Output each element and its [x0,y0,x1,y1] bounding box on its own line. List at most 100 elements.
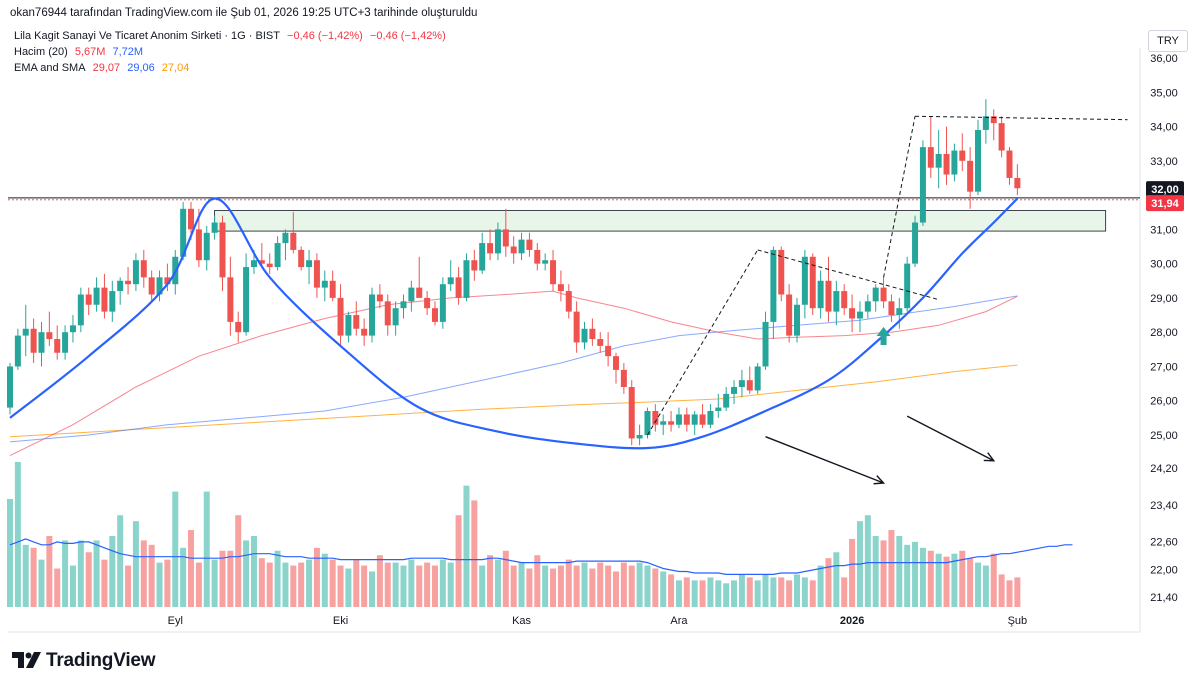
candle [290,212,297,254]
candle-body [668,421,675,425]
price-tick-label: 33,00 [1150,156,1178,168]
volume-bar [85,552,92,607]
candle-body [746,380,753,391]
volume-bar [612,571,619,607]
volume-bar [54,568,61,607]
candle-body [282,232,289,244]
candle-body [62,332,69,353]
volume-bar [345,568,352,607]
candle [392,301,399,336]
volume-bar [408,559,415,607]
sma-value-1: 29,06 [127,62,155,74]
candle [7,363,13,415]
volume-bar [117,515,124,607]
volume-legend[interactable]: Hacim (20) 5,67M 7,72M [14,46,147,58]
candle [542,253,549,271]
volume-bar [707,577,714,607]
candle-body [904,263,911,309]
candle [731,380,738,405]
volume-bar [188,530,195,607]
ema-sma-legend[interactable]: EMA and SMA 29,07 29,06 27,04 [14,62,193,74]
candle [526,232,533,257]
price-tick-label: 35,00 [1150,87,1178,99]
volume-bar [243,540,250,607]
volume-bar [132,521,139,607]
candle-body [959,150,966,161]
volume-bar [93,540,100,607]
candle-body [117,280,124,292]
candle-body [195,229,202,261]
volume-bar [943,556,950,607]
candle [180,201,187,261]
candle-body [825,280,832,312]
candle [69,315,76,343]
volume-bar [660,571,667,607]
volume-bar [746,577,753,607]
time-tick-label: Eki [333,615,348,627]
candle-body [463,260,470,298]
candle [723,387,730,412]
down-arrow-head [983,452,996,462]
candle-body [1006,150,1013,178]
candle-body [589,328,596,340]
volume-bar [353,559,360,607]
volume-bar [912,541,919,607]
candle-body [77,294,84,326]
time-tick-label: Eyl [168,615,183,627]
candle-body [235,321,242,333]
candle [904,256,911,312]
candle-body [416,287,423,298]
candle-body [306,260,313,268]
volume-bar [30,547,37,607]
candle [699,404,706,429]
volume-bar [431,565,438,607]
volume-ma-value: 7,72M [112,46,144,58]
candle [447,260,454,292]
candle [487,229,494,261]
candle-body [935,153,942,168]
tradingview-logo[interactable]: TradingView [12,648,156,674]
volume-bars [7,461,1021,607]
candle-body [880,287,887,302]
volume-bar [282,562,289,607]
candle [203,225,210,271]
candle [967,147,974,209]
volume-bar [683,577,690,607]
volume-bar [896,535,903,607]
volume-bar [636,562,643,607]
candle [668,411,675,432]
candle-body [565,291,572,312]
candle [510,236,517,264]
candle [369,287,376,343]
volume-bar [581,562,588,607]
candle-body [809,256,816,309]
candle-body [7,366,13,408]
candle [109,280,116,322]
candle-body [919,147,926,223]
candle-body [164,277,171,285]
candle [707,404,714,429]
volume-bar [605,565,612,607]
volume-bar [534,555,541,607]
candle-body [691,414,698,425]
candle [479,232,486,274]
volume-bar [164,559,171,607]
candle-body [494,229,501,254]
volume-bar [620,562,627,607]
candle [463,253,470,302]
volume-bar [762,574,769,607]
candle [132,253,139,292]
volume-bar [313,547,320,607]
currency-button[interactable]: TRY [1148,30,1188,52]
candle [691,411,698,435]
candle [557,270,564,302]
volume-bar [125,565,132,607]
candle [211,215,218,240]
candle-body [258,260,265,264]
candle-body [211,222,218,233]
volume-bar [864,515,871,607]
candle [919,140,926,226]
candle-body [487,243,494,254]
candle-body [864,301,871,312]
